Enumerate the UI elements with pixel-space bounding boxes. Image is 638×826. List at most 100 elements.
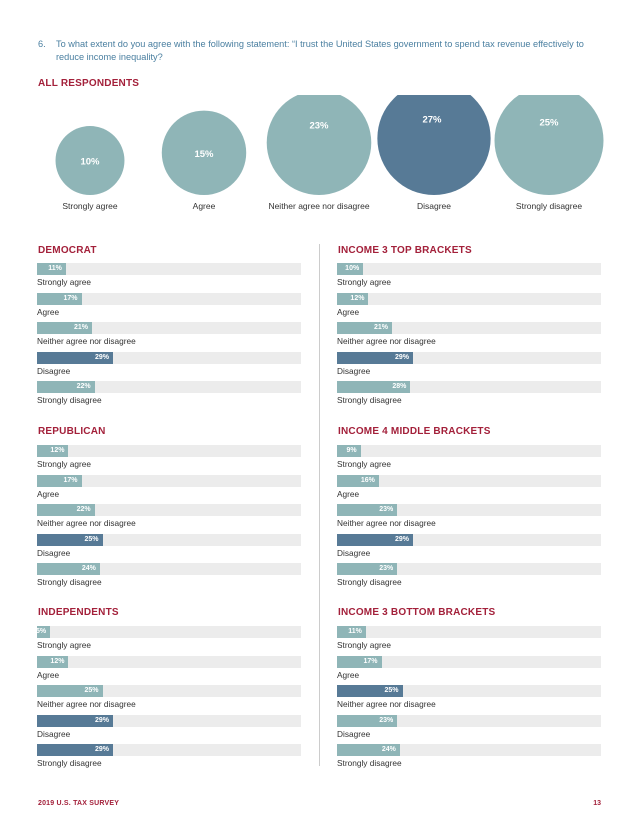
bar-category-label: Disagree bbox=[337, 547, 371, 558]
bar-row: 28% Strongly disagree bbox=[337, 379, 601, 409]
bar-track: 11% bbox=[37, 263, 301, 275]
bar-value-label: 11% bbox=[48, 265, 62, 272]
bar-track: 29% bbox=[337, 351, 601, 364]
bubble-2 bbox=[266, 95, 372, 195]
bar-value-label: 5% bbox=[35, 628, 47, 635]
bar-track: 24% bbox=[337, 744, 601, 756]
bar-category-label: Strongly disagree bbox=[337, 758, 402, 768]
bar-track: 9% bbox=[337, 445, 601, 457]
bar-track: 12% bbox=[337, 292, 601, 305]
bar: 29% bbox=[37, 744, 113, 756]
republican-bar-chart: 12% Strongly agree 17% Agree 22% Neither agre… bbox=[37, 443, 301, 591]
bar-category-label: Agree bbox=[37, 306, 60, 317]
bar: 25% bbox=[37, 533, 103, 546]
bar-row: 16% Agree bbox=[337, 473, 601, 503]
bar: 23% bbox=[337, 714, 398, 727]
footer-survey-title: 2019 U.S. TAX SURVEY bbox=[38, 800, 120, 807]
bubble-value-label: 27% bbox=[422, 115, 442, 126]
bar-track: 25% bbox=[37, 533, 301, 546]
bar-category-label: Strongly agree bbox=[37, 277, 91, 287]
bar: 17% bbox=[337, 655, 382, 668]
bar-value-label: 23% bbox=[379, 506, 394, 513]
democrat-title: DEMOCRAT bbox=[38, 245, 97, 256]
bar-track: 12% bbox=[37, 655, 301, 668]
bar: 29% bbox=[337, 351, 413, 364]
bar: 5% bbox=[35, 626, 51, 638]
democrat-bar-chart: 11% Strongly agree 17% Agree 21% Neither agre… bbox=[37, 261, 301, 409]
bar-category-label: Neither agree nor disagree bbox=[337, 518, 436, 528]
bar-value-label: 12% bbox=[50, 657, 65, 665]
all-respondents-bubble-chart: 10% Strongly agree 15% Agree 23% Neither agre… bbox=[55, 95, 604, 211]
bar-track: 29% bbox=[37, 714, 301, 727]
income-middle-brackets-bar-chart: 9% Strongly agree 16% Agree 23% Neither agree… bbox=[337, 443, 601, 591]
bar-value-label: 10% bbox=[345, 265, 360, 272]
bar-track: 17% bbox=[37, 474, 301, 487]
bar-row: 29% Disagree bbox=[37, 713, 301, 743]
income-bottom-brackets-bar-chart: 11% Strongly agree 17% Agree 25% Neither agre… bbox=[337, 624, 601, 772]
bar-category-label: Neither agree nor disagree bbox=[37, 518, 136, 528]
independents-title: INDEPENDENTS bbox=[38, 607, 119, 618]
question-number: 6. bbox=[38, 39, 46, 49]
bar-track: 12% bbox=[37, 445, 301, 457]
bar-category-label: Agree bbox=[37, 669, 60, 680]
bar-value-label: 29% bbox=[394, 353, 409, 361]
bar-value-label: 21% bbox=[74, 324, 89, 331]
bar-track: 25% bbox=[37, 685, 301, 697]
bar-row: 12% Agree bbox=[37, 654, 301, 684]
bar: 22% bbox=[37, 504, 95, 516]
bubble-0 bbox=[55, 126, 125, 195]
bar-category-label: Agree bbox=[337, 306, 360, 317]
bar-row: 24% Strongly disagree bbox=[337, 742, 601, 772]
bar: 11% bbox=[37, 263, 66, 275]
bar-category-label: Neither agree nor disagree bbox=[37, 699, 136, 709]
bar-value-label: 9% bbox=[346, 447, 357, 454]
bar: 21% bbox=[337, 322, 393, 334]
bubble-category-label: Strongly disagree bbox=[516, 201, 582, 211]
bar: 23% bbox=[337, 504, 398, 516]
bar-category-label: Disagree bbox=[337, 365, 371, 376]
bar: 9% bbox=[337, 445, 361, 457]
bar-value-label: 22% bbox=[76, 506, 91, 513]
bar-row: 9% Strongly agree bbox=[337, 443, 601, 473]
bar-row: 11% Strongly agree bbox=[337, 624, 601, 654]
bar-value-label: 22% bbox=[76, 383, 91, 390]
bar-track: 23% bbox=[337, 504, 601, 516]
bar-row: 17% Agree bbox=[37, 291, 301, 321]
bar-track: 29% bbox=[37, 351, 301, 364]
bar-row: 23% Neither agree nor disagree bbox=[337, 502, 601, 532]
bar-row: 25% Neither agree nor disagree bbox=[337, 683, 601, 713]
bar-row: 24% Strongly disagree bbox=[37, 561, 301, 591]
bar: 16% bbox=[337, 474, 379, 487]
bar-row: 29% Disagree bbox=[337, 350, 601, 380]
republican-title: REPUBLICAN bbox=[38, 426, 106, 437]
bubble-category-label: Strongly agree bbox=[62, 201, 118, 211]
bar-category-label: Strongly agree bbox=[337, 459, 391, 469]
bar-row: 29% Disagree bbox=[37, 350, 301, 380]
bar-value-label: 16% bbox=[360, 476, 375, 484]
bar-value-label: 29% bbox=[94, 353, 109, 361]
bar: 10% bbox=[337, 263, 364, 275]
bar: 21% bbox=[37, 322, 93, 334]
bar-track: 22% bbox=[37, 504, 301, 516]
bar: 28% bbox=[337, 381, 411, 393]
bar-value-label: 11% bbox=[348, 628, 362, 635]
bar-value-label: 25% bbox=[84, 535, 99, 543]
bar-track: 25% bbox=[337, 685, 601, 697]
bar-track: 29% bbox=[37, 744, 301, 756]
bar-value-label: 23% bbox=[379, 716, 394, 724]
bubble-4 bbox=[494, 95, 604, 195]
bar-row: 23% Disagree bbox=[337, 713, 601, 743]
bar-track: 28% bbox=[337, 381, 601, 393]
bar-track: 17% bbox=[37, 292, 301, 305]
bar-category-label: Neither agree nor disagree bbox=[37, 336, 136, 346]
bar-track: 21% bbox=[337, 322, 601, 334]
bar: 17% bbox=[37, 474, 82, 487]
bar: 29% bbox=[37, 714, 113, 727]
income-top-brackets-bar-chart: 10% Strongly agree 12% Agree 21% Neither agre… bbox=[337, 261, 601, 409]
bar-category-label: Strongly agree bbox=[37, 640, 91, 650]
bar-value-label: 29% bbox=[94, 716, 109, 724]
bar-category-label: Strongly disagree bbox=[337, 395, 402, 405]
bar-value-label: 28% bbox=[392, 383, 407, 390]
bar-value-label: 25% bbox=[84, 687, 99, 694]
bar-row: 23% Strongly disagree bbox=[337, 561, 601, 591]
